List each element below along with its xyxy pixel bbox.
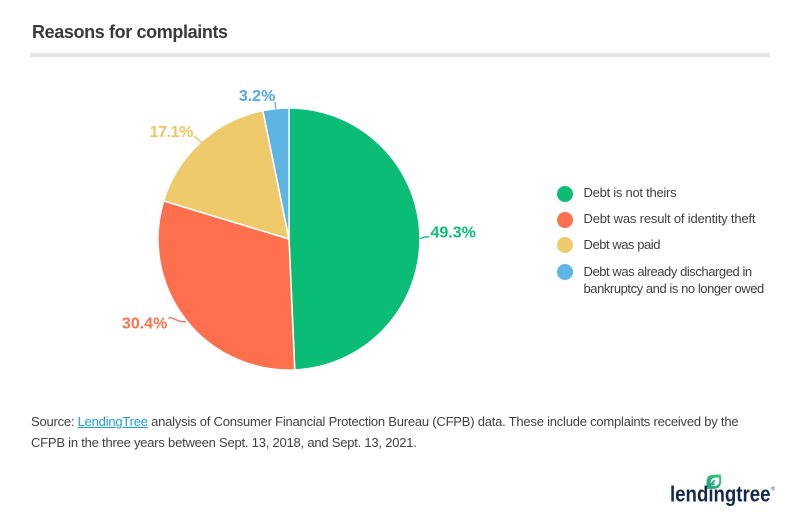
svg-text:®: ® — [771, 486, 775, 493]
svg-text:lendıngtree: lendıngtree — [670, 482, 771, 507]
svg-text:17.1%: 17.1% — [150, 124, 194, 141]
svg-text:30.4%: 30.4% — [122, 315, 167, 332]
svg-text:49.3%: 49.3% — [431, 225, 476, 242]
svg-text:3.2%: 3.2% — [239, 88, 275, 105]
